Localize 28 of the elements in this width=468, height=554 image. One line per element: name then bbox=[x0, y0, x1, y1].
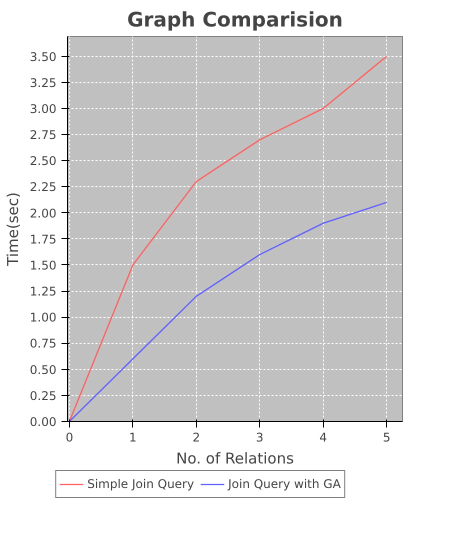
x-tick-label: 0 bbox=[66, 430, 74, 444]
y-tick-label: 2.00 bbox=[30, 206, 56, 220]
y-tick-label: 3.50 bbox=[30, 50, 56, 64]
x-tick-label: 3 bbox=[256, 430, 264, 444]
y-tick-label: 3.25 bbox=[30, 76, 56, 90]
y-tick-label: 1.75 bbox=[30, 232, 56, 246]
y-tick-label: 1.25 bbox=[30, 284, 56, 299]
y-tick-label: 1.50 bbox=[30, 258, 56, 272]
chart-title: Graph Comparision bbox=[127, 8, 343, 32]
legend-label: Simple Join Query bbox=[87, 477, 194, 491]
y-tick-label: 2.75 bbox=[30, 128, 56, 142]
y-tick-label: 1.00 bbox=[30, 310, 56, 325]
x-tick-label: 4 bbox=[319, 430, 328, 444]
y-tick-label: 2.50 bbox=[30, 154, 56, 168]
x-tick-label: 5 bbox=[382, 430, 390, 444]
legend-label: Join Query with GA bbox=[228, 477, 341, 491]
y-axis-title: Time(sec) bbox=[4, 192, 22, 267]
line-series bbox=[68, 202, 388, 422]
y-tick-label: 2.25 bbox=[30, 180, 56, 194]
y-tick-label: 0.25 bbox=[30, 388, 56, 403]
y-tick-label: 0.75 bbox=[30, 336, 56, 351]
x-tick-label: 1 bbox=[129, 430, 137, 444]
x-tick-label: 2 bbox=[192, 430, 200, 444]
line-series bbox=[68, 56, 388, 422]
x-axis-title: No. of Relations bbox=[176, 450, 294, 468]
y-tick-label: 3.00 bbox=[30, 102, 56, 116]
y-tick-label: 0.50 bbox=[30, 362, 56, 377]
y-tick-label: 0.00 bbox=[30, 415, 56, 429]
